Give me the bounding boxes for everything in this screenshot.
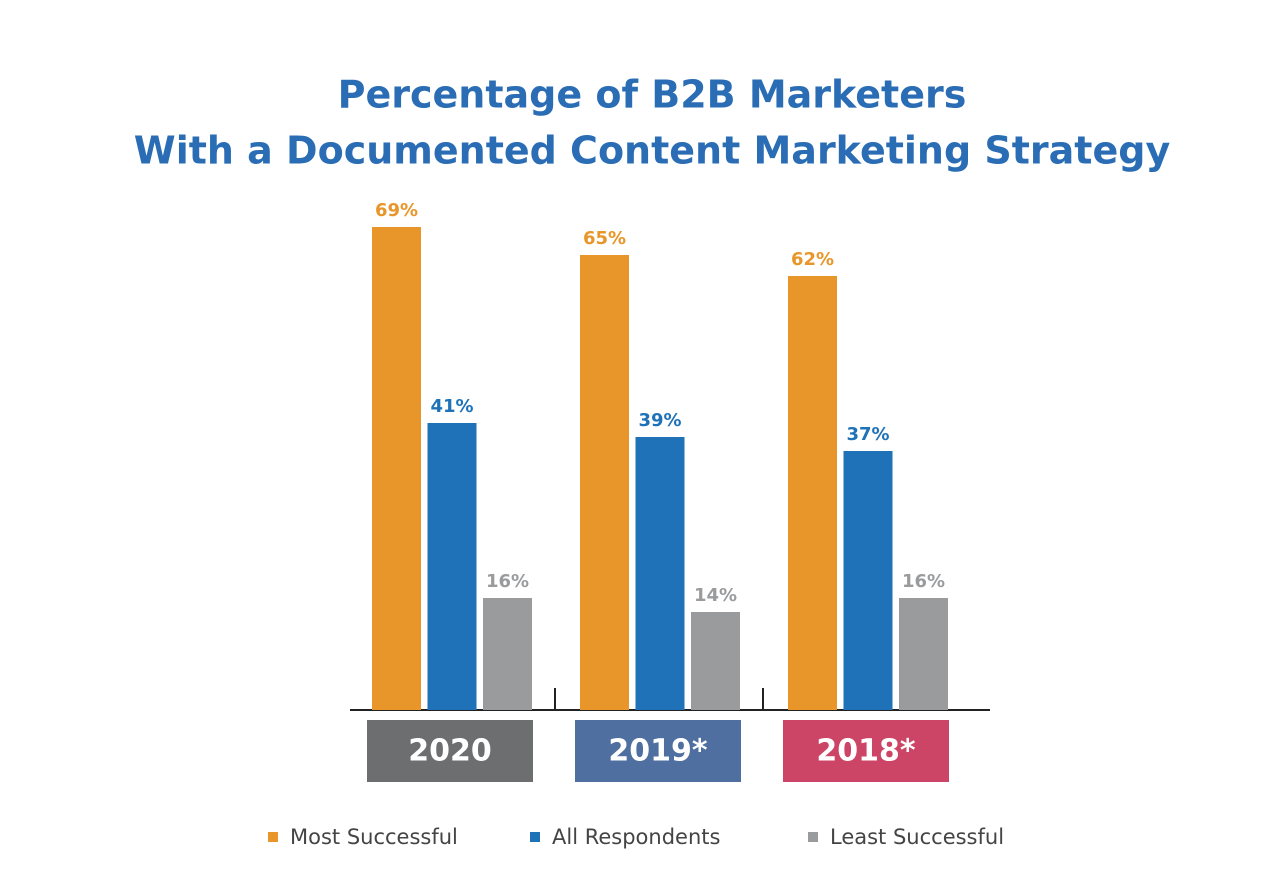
legend-swatch: [530, 832, 540, 842]
category-label: 2018*: [816, 734, 915, 769]
legend-label: Most Successful: [290, 825, 458, 849]
value-label: 41%: [430, 396, 473, 417]
bar: [788, 276, 837, 710]
value-label: 62%: [791, 249, 834, 270]
value-label: 16%: [486, 571, 529, 592]
bar: [635, 437, 685, 710]
bar: [483, 598, 532, 710]
value-label: 65%: [583, 228, 626, 249]
bar: [691, 612, 740, 710]
bar: [843, 451, 893, 710]
chart-title: With a Documented Content Marketing Stra…: [134, 129, 1171, 173]
value-label: 69%: [375, 200, 418, 221]
value-label: 37%: [846, 424, 889, 445]
value-label: 16%: [902, 571, 945, 592]
category-box: [367, 720, 533, 782]
category-label: 2019*: [608, 734, 707, 769]
category-box: [783, 720, 949, 782]
legend-swatch: [268, 832, 278, 842]
bar: [427, 423, 477, 710]
category-label: 2020: [408, 734, 492, 769]
value-label: 14%: [694, 585, 737, 606]
category-box: [575, 720, 741, 782]
legend-swatch: [808, 832, 818, 842]
bar: [580, 255, 629, 710]
bar: [899, 598, 948, 710]
legend-label: All Respondents: [552, 825, 720, 849]
bar: [372, 227, 421, 710]
legend-label: Least Successful: [830, 825, 1004, 849]
chart-title: Percentage of B2B Marketers: [338, 73, 967, 117]
value-label: 39%: [638, 410, 681, 431]
